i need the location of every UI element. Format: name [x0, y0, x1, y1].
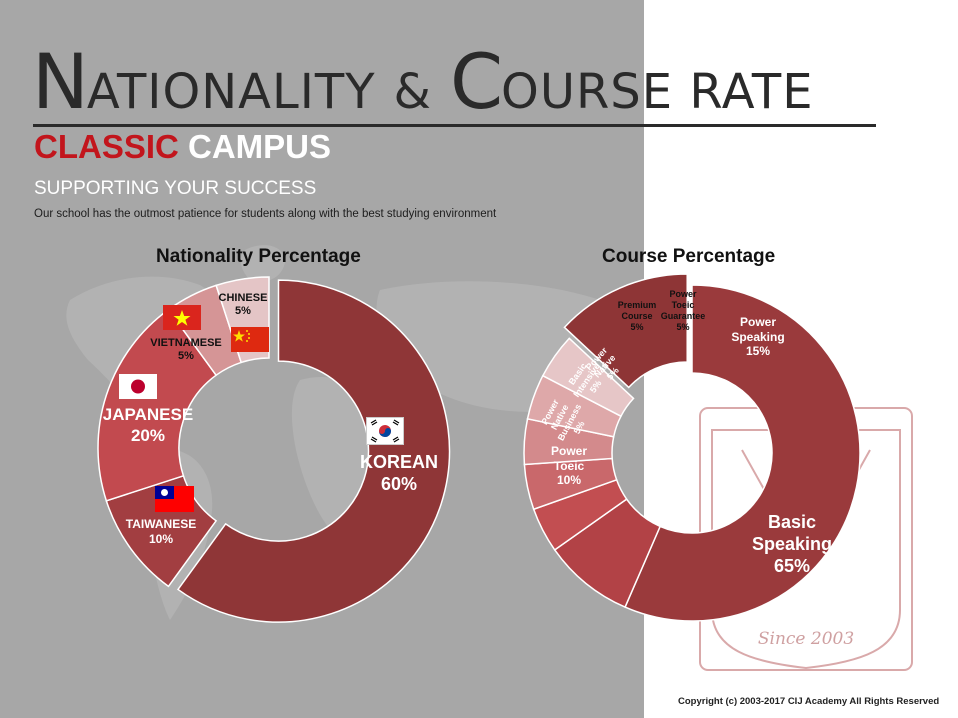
tagline: SUPPORTING YOUR SUCCESS [34, 178, 317, 199]
label-korean-line-0: KOREAN [359, 452, 439, 472]
title-underline [33, 124, 876, 127]
label-power-toeic-guarantee-line-3: 5% [676, 321, 690, 332]
japan-flag-icon [119, 374, 157, 399]
label-power-toeic-guarantee-line-1: Toeic [671, 299, 695, 310]
label-vietnamese-line-1: 5% [178, 350, 194, 363]
label-power-toeic: Power Toeic 10% [551, 444, 587, 488]
title-course-rate: OURSE RATE [501, 64, 814, 120]
label-chinese-line-1: 5% [235, 305, 251, 318]
seal-shield [711, 429, 901, 670]
china-flag-icon [231, 327, 269, 352]
label-power-toeic-line-1: Toeic [553, 458, 585, 473]
campus-word-classic: CLASSIC [34, 128, 179, 165]
label-basic-speaking-line-2: 65% [773, 555, 811, 576]
label-japanese: JAPANESE 20% [103, 405, 193, 446]
label-basic-speaking-line-1: Speaking [751, 533, 833, 554]
label-power-toeic-guarantee: Power Toeic Guarantee 5% [661, 289, 706, 333]
label-power-speaking-line-2: 15% [745, 344, 771, 359]
campus-heading: CLASSIC CAMPUS [34, 130, 331, 163]
label-power-toeic-guarantee-line-2: Guarantee [660, 310, 706, 321]
label-taiwanese-line-1: 10% [148, 531, 174, 546]
label-vietnamese-line-0: VIETNAMESE [150, 337, 222, 349]
label-korean-line-1: 60% [380, 473, 418, 494]
vietnam-flag-icon [163, 305, 201, 330]
label-power-toeic-guarantee-line-0: Power [669, 289, 697, 299]
taiwan-flag-icon [155, 486, 194, 512]
label-japanese-line-1: 20% [130, 425, 166, 445]
label-chinese: CHINESE 5% [219, 292, 268, 319]
label-korean: KOREAN 60% [360, 452, 438, 496]
label-chinese-line-0: CHINESE [218, 292, 268, 304]
label-premium-course: Premium Course 5% [618, 300, 657, 333]
label-premium-course-line-1: Course [621, 310, 653, 321]
label-basic-speaking-line-0: Basic [767, 512, 817, 532]
label-vietnamese: VIETNAMESE 5% [150, 337, 222, 364]
slice-power-speaking [563, 273, 688, 389]
title-nationality: ATIONALITY [86, 64, 376, 120]
label-power-speaking-line-1: Speaking [731, 329, 785, 344]
page-title: NATIONALITY & COURSE RATE [32, 44, 814, 120]
copyright: Copyright (c) 2003-2017 CIJ Academy All … [678, 696, 940, 707]
slice-power-toeic-guarantee [541, 337, 635, 418]
campus-word-campus: CAMPUS [188, 128, 332, 165]
label-power-speaking: Power Speaking 15% [731, 315, 784, 359]
title-initial-c: C [449, 37, 503, 126]
label-basic-speaking: Basic Speaking 65% [752, 512, 832, 578]
description: Our school has the outmost patience for … [34, 208, 497, 220]
label-power-toeic-line-2: 10% [556, 473, 582, 488]
label-japanese-line-0: JAPANESE [102, 405, 194, 424]
label-taiwanese: TAIWANESE 10% [126, 517, 196, 546]
label-power-toeic-line-0: Power [550, 444, 588, 458]
title-initial-n: N [32, 37, 89, 126]
label-taiwanese-line-0: TAIWANESE [125, 517, 197, 531]
nationality-chart-title: Nationality Percentage [156, 246, 361, 267]
label-premium-course-line-0: Premium [617, 300, 657, 310]
title-ampersand: & [393, 64, 432, 120]
korea-flag-icon [366, 417, 404, 445]
course-chart-title: Course Percentage [602, 246, 776, 267]
map-greenland [240, 245, 285, 282]
label-power-speaking-line-0: Power [739, 315, 777, 329]
slice-basic-speaking [624, 284, 861, 622]
label-premium-course-line-2: 5% [630, 321, 644, 332]
seal-text: Since 2003 [758, 629, 854, 649]
